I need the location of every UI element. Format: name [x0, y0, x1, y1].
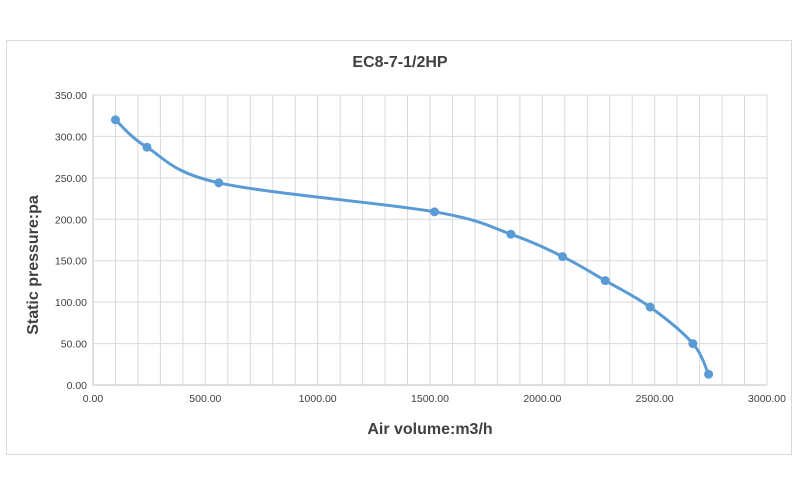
- data-point: [142, 142, 152, 152]
- y-tick-label: 300.00: [55, 131, 87, 143]
- y-tick-label: 50.00: [61, 339, 87, 351]
- chart-frame: [6, 40, 792, 455]
- x-tick-label: 3000.00: [748, 393, 786, 405]
- y-tick-label: 150.00: [55, 256, 87, 268]
- data-point: [600, 276, 610, 286]
- data-point: [645, 302, 655, 312]
- data-point: [688, 339, 698, 349]
- y-tick-label: 100.00: [55, 297, 87, 309]
- y-tick-label: 350.00: [55, 90, 87, 102]
- data-point: [704, 369, 714, 379]
- data-point: [214, 178, 224, 188]
- x-tick-label: 0.00: [83, 393, 104, 405]
- tick-labels: 0.00 500.00 1000.00 1500.00 2000.00 2500.00 30…: [55, 90, 786, 405]
- data-point: [429, 207, 439, 217]
- y-tick-label: 250.00: [55, 173, 87, 185]
- grid: [92, 94, 768, 386]
- chart-title: EC8-7-1/2HP: [352, 54, 447, 71]
- series-line: [113, 118, 711, 376]
- x-tick-label: 2500.00: [636, 393, 674, 405]
- data-point: [110, 115, 120, 125]
- x-tick-label: 2000.00: [523, 393, 561, 405]
- y-axis-title: Static pressure:pa: [25, 195, 42, 335]
- y-tick-label: 0.00: [67, 380, 88, 392]
- data-point: [506, 229, 516, 239]
- x-tick-label: 1500.00: [411, 393, 449, 405]
- data-point: [558, 252, 568, 262]
- x-tick-label: 1000.00: [299, 393, 337, 405]
- x-axis-title: Air volume:m3/h: [367, 421, 492, 438]
- axes: [92, 95, 767, 386]
- x-tick-label: 500.00: [189, 393, 221, 405]
- y-tick-label: 200.00: [55, 214, 87, 226]
- series-layer: [110, 115, 714, 379]
